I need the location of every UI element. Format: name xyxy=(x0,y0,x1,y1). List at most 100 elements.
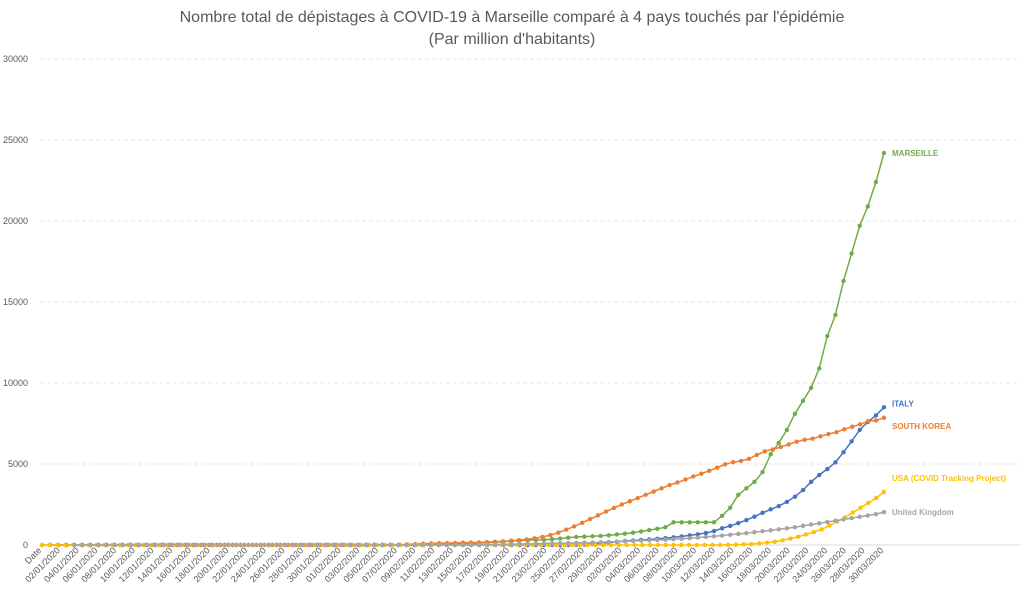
series-label: United Kingdom xyxy=(892,508,954,517)
data-point xyxy=(460,542,466,548)
data-point xyxy=(873,179,879,185)
data-point xyxy=(663,542,668,548)
data-point xyxy=(598,540,603,545)
data-point xyxy=(540,534,545,540)
data-point xyxy=(881,405,887,410)
data-point xyxy=(800,487,806,493)
series-line xyxy=(74,511,885,546)
data-point xyxy=(524,537,529,542)
data-point xyxy=(444,542,450,548)
y-tick-label: 15000 xyxy=(3,297,28,307)
data-point xyxy=(772,539,778,544)
data-point xyxy=(428,542,433,548)
data-point xyxy=(768,507,773,512)
series-united-kingdom xyxy=(72,509,887,548)
data-point xyxy=(582,534,587,539)
data-point xyxy=(764,540,770,545)
data-point xyxy=(643,492,648,497)
data-point xyxy=(744,517,749,523)
data-point xyxy=(548,532,553,538)
data-point xyxy=(624,542,629,548)
data-point xyxy=(738,458,744,464)
data-point xyxy=(574,534,579,540)
data-point xyxy=(679,542,684,548)
data-point xyxy=(687,520,692,525)
data-point xyxy=(614,539,620,544)
data-point xyxy=(598,533,603,539)
data-point xyxy=(752,479,757,485)
data-point xyxy=(315,542,320,548)
gridlines xyxy=(40,58,1020,546)
data-point xyxy=(112,542,118,548)
series-label: USA (COVID Tracking Project) xyxy=(892,474,1006,483)
data-point xyxy=(671,536,676,542)
data-point xyxy=(347,542,352,548)
data-point xyxy=(63,542,68,548)
data-point xyxy=(572,524,577,529)
data-point xyxy=(532,536,537,541)
data-point xyxy=(39,542,45,548)
data-point xyxy=(659,486,664,491)
data-point xyxy=(794,439,799,444)
y-tick-label: 5000 xyxy=(8,459,28,469)
data-point xyxy=(635,495,640,501)
data-point xyxy=(630,538,636,544)
data-point xyxy=(718,542,723,548)
data-point xyxy=(800,398,806,404)
data-point xyxy=(865,204,871,209)
data-point xyxy=(736,531,741,537)
data-point xyxy=(749,541,754,547)
data-point xyxy=(834,430,839,435)
data-point xyxy=(695,535,700,540)
series-usa-covid-tracking-project xyxy=(39,489,887,548)
data-point xyxy=(549,541,555,546)
data-point xyxy=(582,540,587,545)
data-point xyxy=(711,520,717,525)
data-point xyxy=(849,439,854,444)
series-marseille xyxy=(55,150,887,548)
data-point xyxy=(707,468,712,474)
data-point xyxy=(566,535,571,540)
data-point xyxy=(72,542,77,548)
data-point xyxy=(826,431,831,437)
data-point xyxy=(574,540,579,546)
data-point xyxy=(784,499,790,505)
data-point xyxy=(776,440,781,446)
data-point xyxy=(655,542,661,548)
data-point xyxy=(857,427,862,433)
data-point xyxy=(145,542,150,548)
data-point xyxy=(703,534,709,540)
data-point xyxy=(632,542,637,548)
data-point xyxy=(274,542,279,548)
data-point xyxy=(651,489,656,494)
data-point xyxy=(622,539,628,544)
data-point xyxy=(569,542,575,548)
data-point xyxy=(323,542,328,548)
data-point xyxy=(363,542,369,548)
data-point xyxy=(579,520,585,526)
data-point xyxy=(566,540,571,546)
series-label: ITALY xyxy=(892,399,914,408)
data-point xyxy=(752,530,757,535)
data-point xyxy=(727,523,733,529)
data-point xyxy=(695,520,700,525)
data-point xyxy=(298,542,304,548)
data-point xyxy=(736,492,741,497)
data-point xyxy=(608,542,614,548)
data-point xyxy=(874,495,879,501)
data-point xyxy=(711,528,717,534)
data-point xyxy=(128,542,134,548)
data-point xyxy=(719,526,725,531)
data-point xyxy=(282,542,288,548)
data-point xyxy=(803,532,809,537)
data-point xyxy=(47,542,52,548)
data-point xyxy=(549,536,555,542)
data-point xyxy=(858,505,863,510)
data-point xyxy=(714,465,720,470)
data-point xyxy=(436,542,441,548)
data-point xyxy=(387,542,393,548)
data-point xyxy=(857,422,863,427)
data-point xyxy=(841,278,846,284)
data-point xyxy=(185,542,190,548)
data-point xyxy=(850,510,856,515)
